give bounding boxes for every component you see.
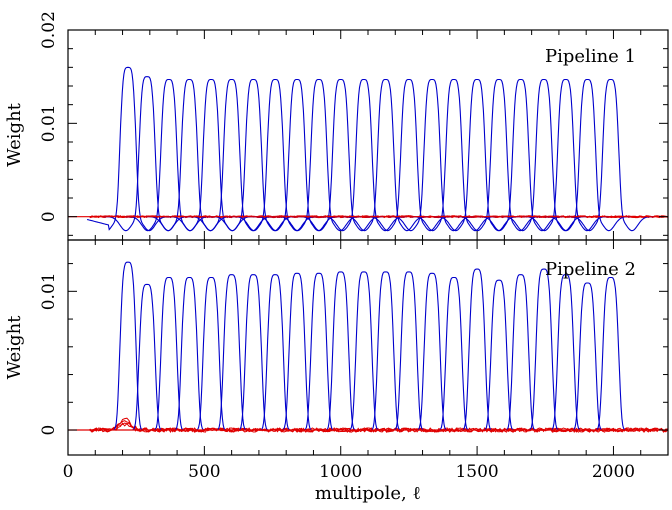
x-tick-label: 0	[63, 462, 74, 482]
y-tick-label: 0.02	[39, 11, 59, 49]
panel-2-frame	[67, 239, 669, 456]
window-curve-16	[410, 276, 497, 431]
x-tick-label: 2000	[592, 462, 635, 482]
window-curve-11	[297, 78, 384, 232]
panel-2-label: Pipeline 2	[545, 259, 636, 280]
window-curve-9	[253, 78, 341, 232]
panel-1-label: Pipeline 1	[545, 46, 636, 67]
window-curve-14	[365, 78, 452, 232]
window-curve-1	[86, 66, 172, 232]
panel-1-ylabel: Weight	[4, 102, 25, 167]
window-curve-13	[342, 271, 429, 431]
window-curve-13	[342, 78, 429, 232]
panel-2-curves	[68, 261, 668, 433]
window-curve-5	[167, 276, 255, 431]
panel-2-xtick-labels: 0 500 1000 1500 2000	[63, 462, 636, 482]
panel-2-ylabel: Weight	[4, 315, 25, 380]
y-tick-label: 0	[39, 211, 59, 222]
window-curve-18	[455, 78, 542, 232]
window-curve-10	[275, 78, 362, 232]
panel-pipeline-2: 00.01 0 500 1000 1500 2000 Pipeline 2 Weight…	[4, 239, 669, 504]
panel-pipeline-1: 0 0.01 0.02 Pipeline 1 Weight	[4, 11, 669, 241]
window-curve-11	[297, 271, 384, 431]
y-tick-label: 0.01	[39, 104, 59, 142]
window-curve-19	[477, 78, 564, 232]
x-tick-label: 500	[188, 462, 220, 482]
window-curve-6	[188, 78, 275, 232]
window-curve-14	[365, 271, 452, 431]
panel-1-curves	[68, 66, 668, 232]
window-curve-23	[567, 78, 654, 232]
window-curve-20	[500, 78, 587, 232]
window-curve-16	[410, 78, 497, 232]
x-axis-label: multipole, ℓ	[315, 483, 421, 504]
window-curve-22	[543, 78, 631, 232]
panel-1-ytick-labels: 0 0.01 0.02	[39, 11, 59, 222]
window-curve-19	[477, 274, 564, 431]
y-tick-label: 0	[39, 425, 59, 436]
x-tick-label: 1000	[319, 462, 362, 482]
window-curve-22	[543, 282, 631, 431]
window-curve-15	[388, 78, 476, 232]
window-curve-21	[522, 78, 609, 232]
window-curve-17	[433, 78, 521, 232]
panel-2-ytick-labels: 00.01	[39, 272, 59, 435]
window-curve-7	[209, 78, 297, 232]
y-tick-label: 0.01	[39, 272, 59, 310]
window-curve-12	[320, 78, 407, 232]
window-curve-8	[231, 78, 319, 232]
x-tick-label: 1500	[455, 462, 498, 482]
